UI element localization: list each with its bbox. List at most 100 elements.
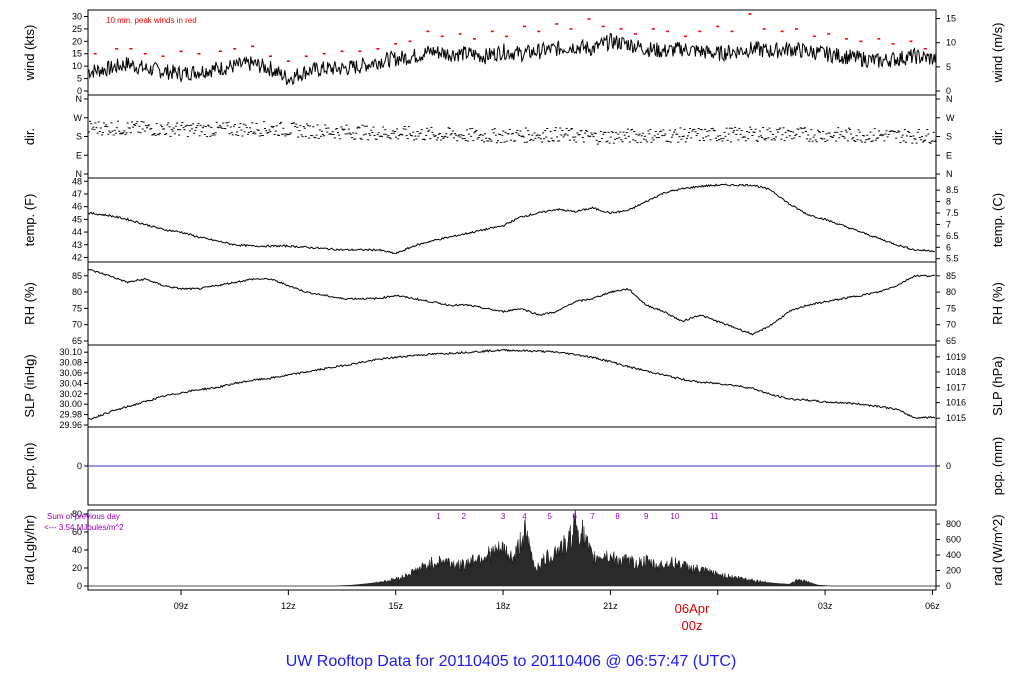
dir-point (800, 128, 803, 130)
dir-point (578, 134, 581, 135)
dir-point (364, 133, 367, 135)
dir-point (841, 135, 844, 137)
dir-point (213, 134, 216, 136)
dir-point (392, 132, 395, 134)
panel-relative-humidity: 65 70 75 80 85 65 70 75 80 85 RH (%) RH (%) (22, 261, 1005, 346)
dir-point (243, 131, 246, 133)
dir-point (552, 140, 555, 142)
dir-point (331, 131, 334, 133)
dir-point (822, 131, 825, 133)
dir-point (587, 135, 590, 137)
dir-point (88, 131, 90, 133)
dir-point (899, 142, 902, 144)
dir-point (176, 122, 178, 124)
dir-point (924, 139, 927, 141)
dir-point (125, 132, 128, 134)
dir-point (927, 133, 930, 135)
dir-point (259, 132, 262, 134)
dir-point (714, 137, 717, 139)
dir-point (128, 127, 131, 129)
dir-point (868, 138, 871, 140)
dir-point (787, 130, 790, 132)
dir-point (124, 134, 127, 136)
dir-point (856, 139, 859, 141)
dir-point (904, 141, 907, 143)
dir-point (264, 128, 266, 129)
panel-frame (87, 94, 937, 179)
dir-point (693, 128, 696, 130)
dir-point (282, 127, 285, 129)
dir-point (811, 140, 814, 142)
dir-point (835, 140, 838, 142)
dir-point (580, 130, 583, 132)
dir-point (627, 135, 630, 137)
dir-point (378, 135, 381, 137)
peak-wind-mark (827, 33, 831, 35)
dir-point (110, 122, 113, 124)
dir-point (493, 128, 496, 130)
dir-point (567, 130, 570, 131)
dir-point (492, 132, 495, 134)
dir-point (326, 131, 329, 133)
dir-point (718, 139, 721, 141)
peak-wind-mark (845, 38, 849, 40)
dir-point (699, 129, 702, 130)
dir-point (217, 127, 220, 129)
dir-point (398, 135, 401, 137)
right-tick-label: 15 (946, 14, 956, 24)
dir-point (419, 132, 422, 134)
dir-point (618, 137, 621, 139)
dir-point (742, 136, 745, 138)
dir-point (313, 136, 316, 138)
dir-point (257, 129, 260, 131)
relative-humidity-line (88, 268, 935, 336)
dir-point (902, 140, 905, 142)
dir-point (551, 140, 554, 141)
dir-point (762, 127, 765, 129)
ylabel-right: temp. (C) (990, 193, 1005, 247)
dir-point (651, 137, 654, 139)
dir-point (859, 139, 862, 141)
dir-point (780, 138, 783, 140)
dir-point (476, 138, 479, 140)
dir-point (705, 136, 708, 138)
dir-point (486, 140, 489, 142)
x-tick-label: 03z (818, 601, 833, 611)
dir-point (359, 137, 362, 139)
dir-point (785, 136, 788, 138)
dir-point (582, 141, 585, 143)
dir-point (619, 131, 622, 133)
dir-point (665, 140, 668, 142)
dir-point (140, 121, 143, 122)
dir-point (108, 130, 111, 132)
dir-point (932, 131, 935, 133)
right-tick-label: 7 (946, 219, 951, 229)
right-tick-label: 0 (946, 581, 951, 591)
dir-point (850, 133, 853, 135)
dir-point (852, 137, 855, 139)
dir-point (621, 141, 624, 143)
dir-point (418, 133, 421, 135)
dir-point (316, 124, 319, 126)
dir-point (179, 129, 182, 131)
dir-point (199, 124, 202, 126)
dir-point (527, 130, 529, 132)
dir-point (556, 136, 558, 138)
dir-point (604, 132, 607, 134)
dir-point (249, 127, 251, 129)
dir-point (660, 130, 663, 132)
dir-point (102, 132, 104, 134)
dir-point (389, 138, 392, 140)
dir-point (426, 127, 429, 129)
dir-point (388, 137, 391, 139)
dir-point (134, 124, 137, 126)
dir-point (141, 128, 144, 130)
dir-point (349, 133, 352, 135)
dir-point (227, 121, 230, 123)
dir-point (276, 134, 279, 136)
dir-point (414, 135, 417, 137)
dir-point (168, 126, 171, 128)
dir-point (647, 130, 650, 132)
dir-point (855, 135, 858, 137)
